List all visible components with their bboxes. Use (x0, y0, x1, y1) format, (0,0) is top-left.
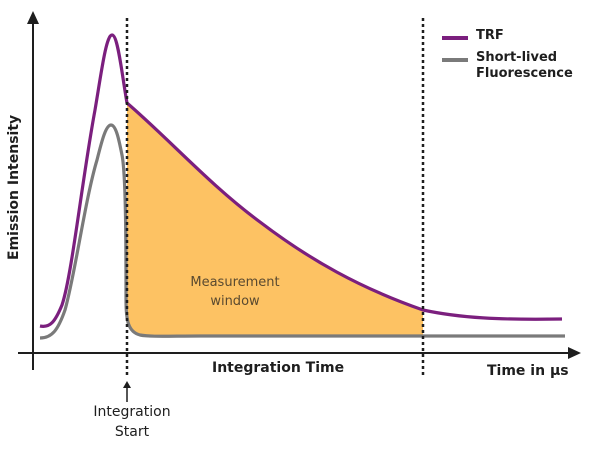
legend-item-trf: TRF (442, 28, 504, 44)
short-lived-fluorescence-curve (39, 123, 565, 340)
legend-label-short-lived-line1: Short-lived (476, 50, 558, 65)
integration-time-label: Integration Time (212, 360, 345, 376)
integration-start-label: Integration Start (84, 402, 180, 442)
measurement-line2: window (210, 294, 260, 309)
trf-curve (39, 33, 563, 328)
trf-swatch-icon (442, 36, 468, 40)
integration-start-arrow-icon (123, 381, 131, 388)
legend-item-short-lived: Short-lived Fluorescence (442, 50, 573, 82)
legend-label-short-lived: Short-lived Fluorescence (476, 50, 573, 82)
integration-start-line2: Start (114, 424, 150, 440)
integration-start-line1: Integration (93, 404, 171, 420)
measurement-window-fill (127, 103, 423, 336)
measurement-window-label: Measurement window (180, 273, 290, 311)
measurement-line1: Measurement (190, 275, 280, 290)
y-axis-label: Emission Intensity (6, 114, 22, 260)
legend-label-short-lived-line2: Fluorescence (476, 66, 573, 81)
x-axis-label: Time in µs (487, 363, 569, 379)
legend-label-trf: TRF (476, 28, 504, 43)
y-axis-arrow-icon (27, 11, 39, 24)
x-axis-arrow-icon (568, 347, 581, 359)
short-lived-swatch-icon (442, 58, 468, 62)
